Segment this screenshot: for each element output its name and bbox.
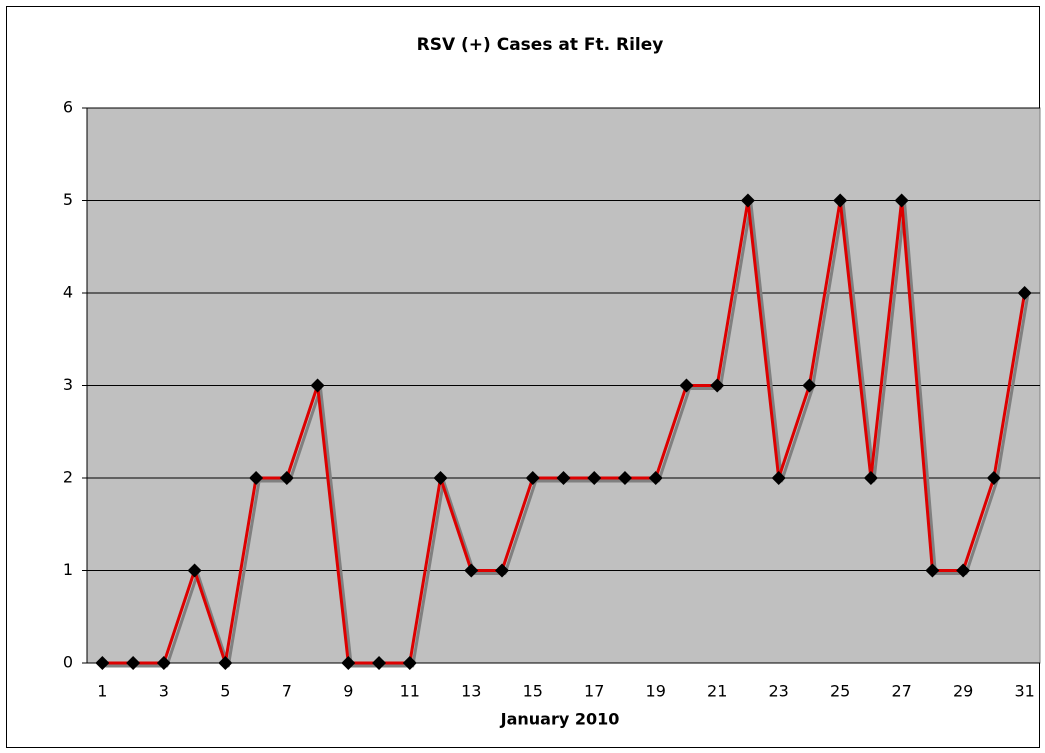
- data-point: [95, 656, 110, 670]
- x-tick-label: 27: [891, 682, 911, 701]
- y-tick-label: 6: [63, 98, 73, 117]
- x-tick-label: 15: [523, 682, 543, 701]
- data-point: [372, 656, 387, 670]
- data-point: [925, 563, 940, 578]
- y-tick-label: 0: [63, 653, 73, 672]
- data-point: [833, 193, 848, 208]
- data-point: [402, 656, 417, 670]
- x-tick-label: 29: [953, 682, 973, 701]
- x-tick-label: 9: [343, 682, 353, 701]
- data-point: [279, 471, 294, 485]
- x-tick-label: 5: [220, 682, 230, 701]
- x-tick-label: 1: [97, 682, 107, 701]
- data-point: [802, 378, 817, 393]
- x-tick-label: 19: [646, 682, 666, 701]
- data-point: [740, 193, 755, 208]
- data-point: [771, 471, 786, 485]
- data-point: [710, 378, 725, 393]
- x-tick-label: 11: [400, 682, 420, 701]
- x-tick-label: 23: [769, 682, 789, 701]
- y-tick-label: 1: [63, 560, 73, 579]
- data-point: [341, 656, 356, 670]
- data-point: [525, 471, 540, 485]
- x-tick-label: 31: [1014, 682, 1034, 701]
- x-tick-label: 3: [159, 682, 169, 701]
- data-point: [495, 563, 510, 578]
- data-point: [679, 378, 694, 393]
- data-point: [218, 656, 233, 670]
- data-point: [863, 471, 878, 485]
- x-tick-label: 25: [830, 682, 850, 701]
- y-tick-label: 3: [63, 375, 73, 394]
- y-tick-label: 5: [63, 190, 73, 209]
- data-point: [894, 193, 909, 208]
- data-point: [556, 471, 571, 485]
- x-tick-label: 21: [707, 682, 727, 701]
- x-tick-label: 7: [282, 682, 292, 701]
- x-tick-label: 17: [584, 682, 604, 701]
- y-tick-label: 4: [63, 283, 73, 302]
- data-point: [587, 471, 602, 485]
- data-point: [956, 563, 971, 578]
- data-point: [986, 471, 1001, 485]
- x-axis-title: January 2010: [500, 710, 620, 729]
- data-point: [1017, 286, 1032, 300]
- chart-title: RSV (+) Cases at Ft. Riley: [417, 35, 664, 55]
- data-point: [156, 656, 171, 670]
- data-point: [310, 378, 325, 393]
- x-tick-label: 13: [461, 682, 481, 701]
- data-point: [617, 471, 632, 485]
- data-point: [648, 471, 663, 485]
- data-point: [433, 471, 448, 485]
- data-point: [126, 656, 141, 670]
- data-point: [464, 563, 479, 578]
- data-point: [187, 563, 202, 578]
- y-tick-label: 2: [63, 468, 73, 487]
- data-point: [249, 471, 264, 485]
